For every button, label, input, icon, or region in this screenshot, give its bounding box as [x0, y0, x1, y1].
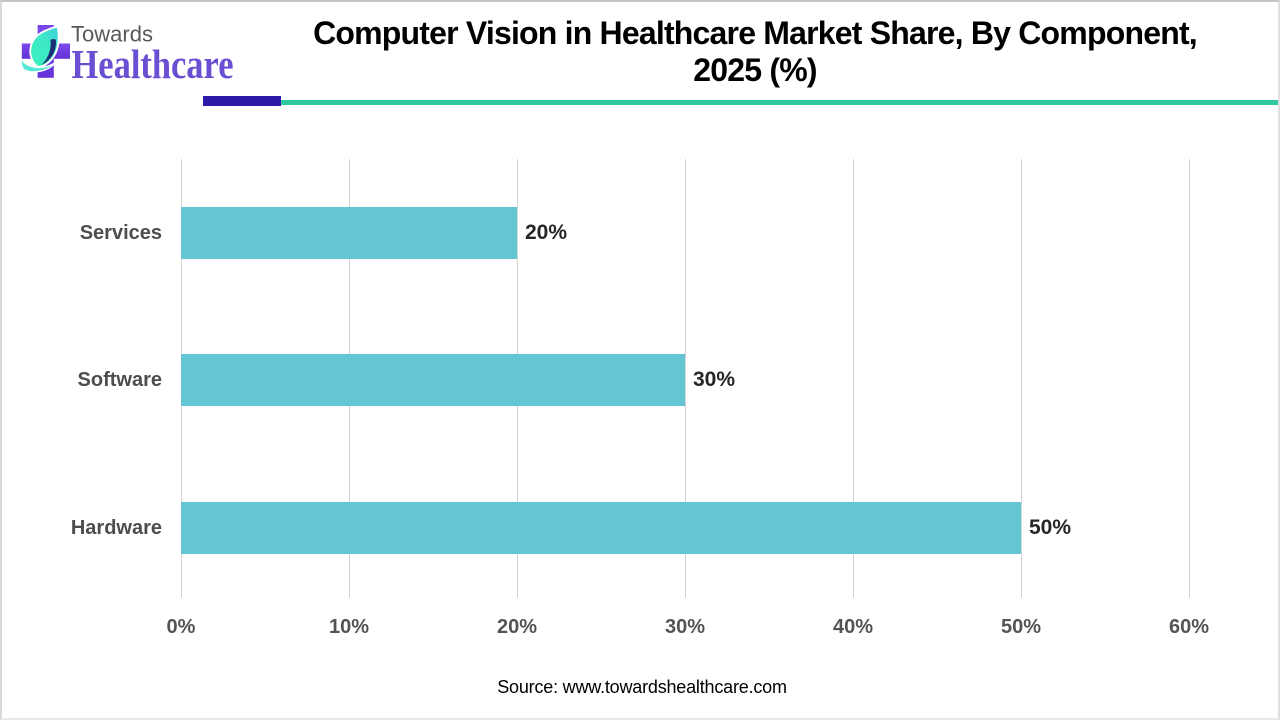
svg-text:Towards: Towards: [71, 22, 153, 47]
svg-text:Healthcare: Healthcare: [72, 41, 234, 87]
